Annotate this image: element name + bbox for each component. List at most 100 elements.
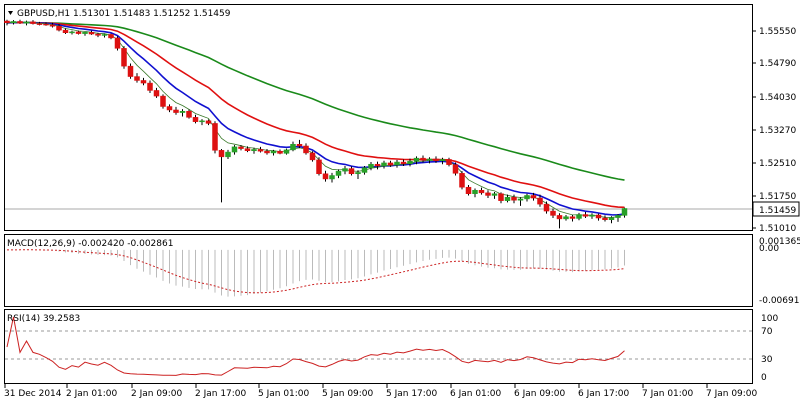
candle-body <box>355 172 361 175</box>
candle-body <box>264 150 270 154</box>
time-label: 7 Jan 01:00 <box>642 389 694 399</box>
candle-body <box>192 117 199 122</box>
price-axis: 1.55550 1.54790 1.54030 1.53270 1.52510 … <box>752 27 796 234</box>
candle-body <box>290 144 296 151</box>
ema-green-line <box>6 21 625 181</box>
candle-body <box>485 192 491 196</box>
time-label: 5 Jan 09:00 <box>322 389 374 399</box>
price-label: 1.54790 <box>759 59 796 69</box>
candle-body <box>498 193 504 201</box>
rsi-axis-label: 0 <box>761 373 767 383</box>
candle-body <box>413 157 420 162</box>
candle-body <box>30 21 36 24</box>
candle-body <box>400 161 407 165</box>
time-label: 6 Jan 17:00 <box>578 389 630 399</box>
candle-body <box>608 217 615 221</box>
macd-axis-label: 0.001365 <box>759 237 800 247</box>
candle-body <box>134 76 140 81</box>
candle-body <box>374 163 381 167</box>
candle-body <box>322 173 329 180</box>
candle-body <box>114 37 121 49</box>
candle-body <box>602 217 608 221</box>
candle-body <box>244 148 251 152</box>
candle-body <box>420 157 426 161</box>
candle-body <box>62 29 69 33</box>
candle-body <box>452 164 459 174</box>
candle-body <box>316 159 322 175</box>
candle-body <box>10 21 17 24</box>
candle-body <box>563 216 569 220</box>
candle-body <box>23 21 30 24</box>
candle-body <box>439 159 446 161</box>
time-label: 31 Dec 2014 <box>4 389 62 399</box>
candle-body <box>361 167 368 173</box>
candle-body <box>478 189 485 194</box>
ema-blue-line <box>6 21 625 216</box>
candle-body <box>530 195 537 199</box>
rsi-pane[interactable] <box>4 309 753 384</box>
time-label: 2 Jan 01:00 <box>66 389 118 399</box>
candle-body <box>621 208 628 216</box>
time-label: 5 Jan 01:00 <box>258 389 310 399</box>
candle-body <box>95 33 101 36</box>
macd-title: MACD(12,26,9) -0.002420 -0.002861 <box>7 239 173 249</box>
macd-pane[interactable] <box>4 234 753 307</box>
candle-body <box>446 159 452 165</box>
price-label: 1.51010 <box>759 224 796 234</box>
candle-body <box>283 149 290 154</box>
candle-body <box>504 196 511 201</box>
candle-body <box>218 150 225 158</box>
candle-body <box>550 210 556 216</box>
price-label: 1.52510 <box>759 159 796 169</box>
candle-body <box>472 189 478 194</box>
candle-body <box>277 150 283 154</box>
rsi-axis-label: 100 <box>761 314 778 324</box>
candle-body <box>257 149 264 152</box>
rsi-axis-label: 30 <box>761 355 773 365</box>
time-label: 6 Jan 01:00 <box>450 389 502 399</box>
candle-body <box>173 109 179 113</box>
candle-body <box>556 215 563 220</box>
price-pane[interactable] <box>4 4 753 231</box>
candle-body <box>615 215 621 218</box>
symbol-header: GBPUSD,H1 1.51301 1.51483 1.51252 1.5145… <box>17 9 231 19</box>
candle-body <box>225 151 231 158</box>
candle-body <box>589 214 595 217</box>
candle-body <box>140 80 147 84</box>
candle-body <box>582 214 589 217</box>
dropdown-arrow-icon[interactable] <box>8 11 13 15</box>
macd-axis-label: 0.00 <box>759 244 779 254</box>
candle-body <box>127 65 134 77</box>
candle-body <box>524 195 530 200</box>
ema-red-line-group <box>6 21 625 209</box>
candle-body <box>186 111 192 118</box>
price-label: 1.54030 <box>759 93 796 103</box>
candle-body <box>537 197 543 205</box>
candle-body <box>121 48 127 67</box>
candle-body <box>342 168 348 172</box>
candle-body <box>270 150 277 154</box>
price-label: 1.55550 <box>759 27 796 37</box>
candle-body <box>387 162 394 166</box>
candle-body <box>407 160 413 165</box>
candle-body <box>166 106 173 111</box>
time-label: 5 Jan 17:00 <box>386 389 438 399</box>
candle-body <box>43 23 49 26</box>
macd-signal-group <box>7 249 625 294</box>
candle-body <box>459 173 465 188</box>
candle-body <box>69 31 75 34</box>
current-price-tag <box>752 201 800 217</box>
candle-body <box>82 32 88 34</box>
current-price-label: 1.51459 <box>759 206 796 216</box>
candle-body <box>569 216 576 219</box>
candle-body <box>17 21 23 24</box>
time-axis: 31 Dec 2014 2 Jan 01:00 2 Jan 09:00 2 Jan 1… <box>4 384 758 399</box>
price-label: 1.51750 <box>759 192 796 202</box>
rsi-title: RSI(14) 39.2583 <box>7 314 80 324</box>
candle-body <box>335 170 342 176</box>
candle-body <box>56 25 62 31</box>
candle-body <box>49 24 56 27</box>
ema-red-line <box>6 21 625 209</box>
candle-body <box>381 162 387 167</box>
